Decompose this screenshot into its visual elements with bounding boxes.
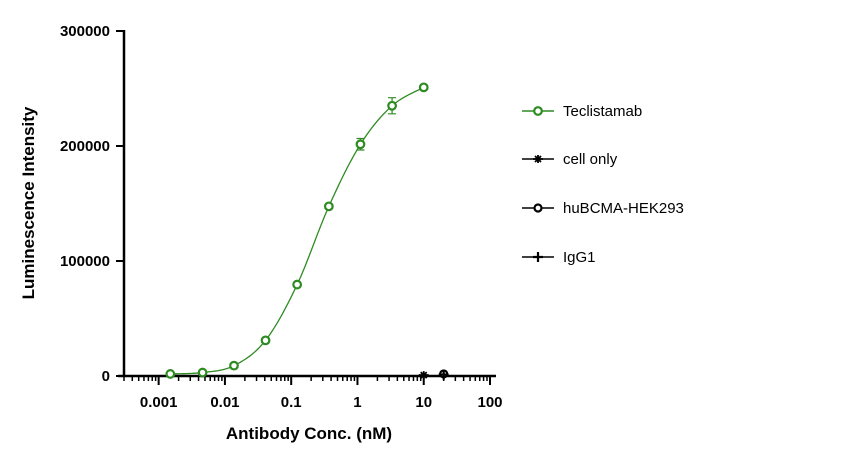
legend-label-hubcma-hek293: huBCMA-HEK293 xyxy=(563,200,684,217)
legend-marker-igg1 xyxy=(533,252,543,262)
y-tick-label: 300000 xyxy=(60,23,110,40)
plot-area xyxy=(165,82,449,380)
teclistamab-point xyxy=(387,100,397,111)
legend-marker-teclistamab xyxy=(533,106,543,116)
y-tick-label: 100000 xyxy=(60,253,110,270)
y-tick-label: 0 xyxy=(102,368,110,385)
x-tick-label: 1 xyxy=(353,394,361,411)
teclistamab-point xyxy=(165,369,176,379)
x-tick-label: 0.01 xyxy=(210,394,239,411)
x-axis-title: Antibody Conc. (nM) xyxy=(226,424,392,443)
y-axis-title: Luminescence Intensity xyxy=(19,106,38,299)
y-ticks: 0 100000 200000 300000 xyxy=(60,23,124,385)
teclistamab-point xyxy=(355,139,366,150)
legend-label-teclistamab: Teclistamab xyxy=(563,103,642,120)
teclistamab-point xyxy=(323,201,334,212)
x-tick-label: 100 xyxy=(477,394,502,411)
teclistamab-point xyxy=(197,367,208,378)
x-tick-label: 0.1 xyxy=(281,394,302,411)
teclistamab-point xyxy=(229,360,239,371)
y-tick-label: 200000 xyxy=(60,138,110,155)
x-ticks: 0.001 0.01 0.1 1 10 100 xyxy=(123,376,503,411)
teclistamab-point xyxy=(292,279,303,290)
cell-only-point xyxy=(418,371,429,380)
x-tick-label: 10 xyxy=(415,394,432,411)
legend: Teclistamab cell only huBCMA-HEK293 IgG1 xyxy=(522,103,684,266)
legend-label-igg1: IgG1 xyxy=(563,249,596,266)
teclistamab-point xyxy=(260,335,271,346)
x-tick-label: 0.001 xyxy=(140,394,178,411)
teclistamab-fit-curve xyxy=(170,86,425,375)
legend-marker-hubcma-hek293 xyxy=(533,203,543,213)
legend-marker-cell-only xyxy=(533,155,543,163)
axes xyxy=(118,30,496,378)
igg1-point xyxy=(438,369,449,380)
teclistamab-point xyxy=(418,82,429,93)
legend-label-cell-only: cell only xyxy=(563,151,618,168)
